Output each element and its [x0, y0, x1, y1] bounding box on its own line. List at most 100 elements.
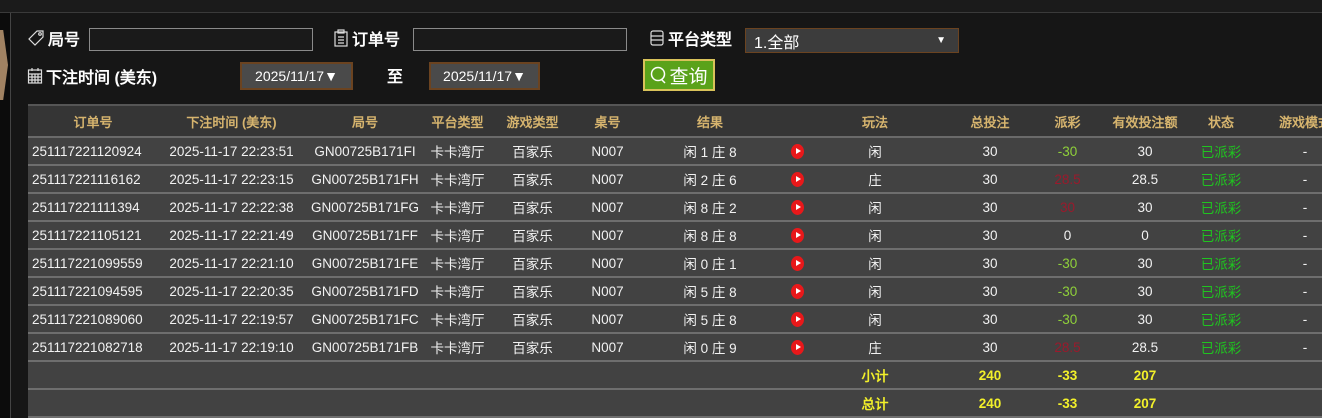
valid-bet: 28.5 [1090, 165, 1200, 194]
table-row: 251117221120924 2025-11-17 22:23:51 GN0072… [28, 137, 1322, 166]
status: 已派彩 [1200, 165, 1242, 194]
empty-cell [158, 389, 305, 418]
header-valid-bet: 有效投注额 [1090, 104, 1200, 138]
header-round-id: 局号 [305, 104, 425, 138]
empty-cell [28, 361, 158, 390]
play-icon[interactable] [791, 143, 804, 159]
platform-type: 卡卡湾厅 [425, 165, 490, 194]
game-mode: - [1242, 165, 1322, 194]
empty-cell [490, 389, 575, 418]
status: 已派彩 [1200, 137, 1242, 166]
table-no: N007 [575, 249, 640, 278]
date-from-picker[interactable]: 2025/11/17▼ [240, 62, 353, 90]
game-type: 百家乐 [490, 277, 575, 306]
result: 闲 8 庄 2 [640, 193, 780, 222]
play-icon[interactable] [791, 255, 804, 271]
sidebar-toggle[interactable] [0, 30, 8, 100]
valid-bet: 30 [1090, 193, 1200, 222]
platform-select[interactable]: 1.全部 ▼ [745, 28, 959, 53]
time-label: 下注时间 (美东) [27, 64, 157, 88]
order-id: 251117221120924 [28, 137, 158, 166]
total-bet: 30 [935, 305, 1045, 334]
table-row: 251117221116162 2025-11-17 22:23:15 GN0072… [28, 165, 1322, 194]
game-mode: - [1242, 333, 1322, 362]
header-play-type: 玩法 [815, 104, 935, 138]
play-icon[interactable] [791, 311, 804, 327]
game-mode: - [1242, 249, 1322, 278]
status: 已派彩 [1200, 333, 1242, 362]
game-type: 百家乐 [490, 193, 575, 222]
video-cell[interactable] [780, 221, 815, 250]
header-platform-type: 平台类型 [425, 104, 490, 138]
total-payout: -33 [1045, 389, 1090, 418]
table-row: 251117221082718 2025-11-17 22:19:10 GN0072… [28, 333, 1322, 362]
order-id: 251117221116162 [28, 165, 158, 194]
empty-cell [640, 389, 780, 418]
empty-cell [490, 361, 575, 390]
order-input[interactable] [413, 28, 627, 51]
video-cell[interactable] [780, 277, 815, 306]
table-no: N007 [575, 221, 640, 250]
play-icon[interactable] [791, 171, 804, 187]
order-id: 251117221099559 [28, 249, 158, 278]
empty-cell [780, 361, 815, 390]
subtotal-label: 小计 [815, 361, 935, 390]
game-type: 百家乐 [490, 137, 575, 166]
empty-cell [28, 389, 158, 418]
platform-type: 卡卡湾厅 [425, 221, 490, 250]
bet-time: 2025-11-17 22:19:10 [158, 333, 305, 362]
platform-type: 卡卡湾厅 [425, 305, 490, 334]
table-row: 251117221111394 2025-11-17 22:22:38 GN0072… [28, 193, 1322, 222]
total-bet: 30 [935, 193, 1045, 222]
video-cell[interactable] [780, 333, 815, 362]
result: 闲 8 庄 8 [640, 221, 780, 250]
result: 闲 5 庄 8 [640, 305, 780, 334]
total-valid: 207 [1090, 389, 1200, 418]
total-bet: 30 [935, 277, 1045, 306]
video-cell[interactable] [780, 165, 815, 194]
status: 已派彩 [1200, 277, 1242, 306]
play-type: 闲 [815, 221, 935, 250]
play-icon[interactable] [791, 227, 804, 243]
clipboard-icon [334, 29, 348, 47]
status: 已派彩 [1200, 193, 1242, 222]
total-bet: 240 [935, 389, 1045, 418]
empty-cell [640, 361, 780, 390]
play-type: 闲 [815, 277, 935, 306]
table-no: N007 [575, 277, 640, 306]
result: 闲 1 庄 8 [640, 137, 780, 166]
chevron-down-icon: ▼ [936, 35, 946, 46]
platform-type: 卡卡湾厅 [425, 137, 490, 166]
status: 已派彩 [1200, 221, 1242, 250]
table-row: 251117221089060 2025-11-17 22:19:57 GN0072… [28, 305, 1322, 334]
play-type: 庄 [815, 165, 935, 194]
round-id: GN00725B171FG [305, 193, 425, 222]
total-label: 总计 [815, 389, 935, 418]
query-button[interactable]: 查询 [643, 59, 715, 91]
game-mode: - [1242, 221, 1322, 250]
video-cell[interactable] [780, 137, 815, 166]
table-row: 251117221094595 2025-11-17 22:20:35 GN0072… [28, 277, 1322, 306]
valid-bet: 30 [1090, 277, 1200, 306]
total-bet: 30 [935, 221, 1045, 250]
total-row: 总计 240 -33 207 [28, 389, 1322, 418]
play-icon[interactable] [791, 339, 804, 355]
calendar-icon [27, 68, 43, 84]
bet-time: 2025-11-17 22:21:49 [158, 221, 305, 250]
header-result: 结果 [640, 104, 780, 138]
video-cell[interactable] [780, 249, 815, 278]
game-type: 百家乐 [490, 333, 575, 362]
order-id: 251117221105121 [28, 221, 158, 250]
video-cell[interactable] [780, 305, 815, 334]
payout: -30 [1045, 249, 1090, 278]
round-input[interactable] [89, 28, 313, 51]
video-cell[interactable] [780, 193, 815, 222]
play-icon[interactable] [791, 199, 804, 215]
bet-time: 2025-11-17 22:23:15 [158, 165, 305, 194]
game-mode: - [1242, 277, 1322, 306]
date-to-picker[interactable]: 2025/11/17▼ [429, 62, 540, 90]
play-icon[interactable] [791, 283, 804, 299]
round-id: GN00725B171FI [305, 137, 425, 166]
table-no: N007 [575, 137, 640, 166]
valid-bet: 28.5 [1090, 333, 1200, 362]
